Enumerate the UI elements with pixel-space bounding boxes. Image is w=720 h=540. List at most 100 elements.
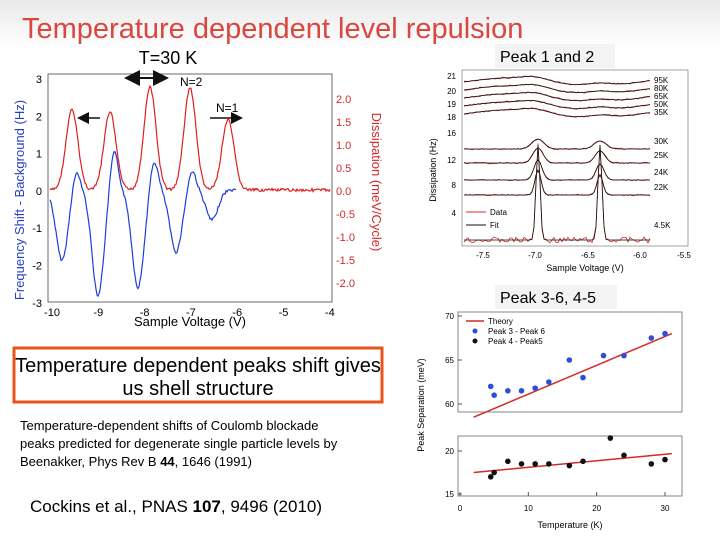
y2-tick-label: -0.5 xyxy=(336,209,355,221)
x-tick-label: -8 xyxy=(140,307,150,319)
y2-tick-label: 1.0 xyxy=(336,140,351,152)
top-right-plot: Peak 1 and 2 Sample Voltage (V) Dissipat… xyxy=(428,44,691,273)
fit xyxy=(463,100,651,109)
data-point xyxy=(662,456,668,463)
data-point xyxy=(580,374,586,381)
y2-tick-label: -1.0 xyxy=(336,232,355,244)
note-ref: Beenakker, Phys Rev B xyxy=(20,454,160,469)
theory-line xyxy=(473,452,672,474)
y-tick-label: 2 xyxy=(36,111,42,123)
y-tick-label: 18 xyxy=(447,113,456,122)
note-volume: 44 xyxy=(160,454,175,469)
x-tick-label: 0 xyxy=(458,504,463,513)
fit xyxy=(463,84,651,93)
data-point xyxy=(621,352,627,359)
annotation: N=2 xyxy=(180,75,203,89)
y-tick-label: -3 xyxy=(32,298,42,310)
y-tick-label: 15 xyxy=(445,490,454,499)
data-point xyxy=(518,388,525,394)
x-tick-label: -6.0 xyxy=(633,251,647,260)
y-tick-label: 3 xyxy=(36,74,42,86)
plot-frame xyxy=(457,311,683,413)
citation-suffix: , 9496 (2010) xyxy=(221,497,322,516)
data-point xyxy=(662,330,668,337)
data-point xyxy=(491,469,497,476)
data-point xyxy=(518,461,525,467)
temperature-label: 4.5K xyxy=(654,221,671,230)
temperature-label: 25K xyxy=(654,151,669,160)
x-tick-label: -7.5 xyxy=(476,251,490,260)
data-point xyxy=(566,357,573,363)
x-tick-label: -10 xyxy=(44,307,60,319)
y-tick-label: 8 xyxy=(452,181,457,190)
legend-swatch xyxy=(472,328,478,334)
x-tick-label: -6 xyxy=(232,307,242,319)
citation: Cockins et al., PNAS 107, 9496 (2010) xyxy=(30,497,322,516)
plot-heading: Peak 3-6, 4-5 xyxy=(500,290,596,307)
note-line: Temperature-dependent shifts of Coulomb … xyxy=(20,418,318,433)
note-line: peaks predicted for degenerate single pa… xyxy=(20,436,338,451)
data-point xyxy=(648,461,655,467)
y-tick-label: 0 xyxy=(36,186,42,198)
x-tick-label: -5.5 xyxy=(677,251,691,260)
y2-tick-label: 2.0 xyxy=(336,94,351,106)
plot-heading: Peak 1 and 2 xyxy=(500,49,594,66)
data-point xyxy=(580,458,586,465)
caption-line: Temperature dependent peaks shift gives xyxy=(15,355,381,377)
data-point xyxy=(505,458,511,465)
y2-tick-label: -2.0 xyxy=(336,278,355,290)
legend-swatch xyxy=(472,338,478,344)
y2-axis-label: Dissipation (meV/Cycle) xyxy=(369,113,384,252)
x-tick-label: -4 xyxy=(325,307,335,319)
legend-label: Fit xyxy=(490,221,500,230)
y-tick-label: 12 xyxy=(447,156,456,165)
data-point xyxy=(621,452,627,459)
annotation: N=1 xyxy=(216,101,239,115)
y-tick-label: 20 xyxy=(445,447,454,456)
data-point xyxy=(505,388,511,394)
note-line: Beenakker, Phys Rev B 44, 1646 (1991) xyxy=(20,454,252,469)
fit xyxy=(464,138,650,150)
legend-label: Theory xyxy=(488,317,513,326)
theory-line xyxy=(473,332,673,418)
legend-label: Data xyxy=(490,208,507,217)
plot-frame xyxy=(461,69,689,247)
x-tick-label: -5 xyxy=(279,307,289,319)
y-tick-label: 60 xyxy=(445,400,454,409)
note-ref: , 1646 (1991) xyxy=(175,454,252,469)
y-axis-label: Frequency Shift - Background (Hz) xyxy=(12,100,27,300)
data-point xyxy=(600,352,607,359)
x-axis-label: Temperature (K) xyxy=(537,520,602,530)
fit xyxy=(464,159,650,181)
x-axis-label: Sample Voltage (V) xyxy=(546,263,624,273)
plot-frame xyxy=(47,73,333,303)
fit xyxy=(463,76,651,85)
caption-box xyxy=(12,346,384,404)
plot-heading: T=30 K xyxy=(139,48,198,68)
fit xyxy=(463,92,651,101)
citation-volume: 107 xyxy=(193,497,221,516)
data-point xyxy=(546,379,552,385)
x-tick-label: -7 xyxy=(186,307,196,319)
trace xyxy=(463,169,651,197)
caption-line: us shell structure xyxy=(122,378,273,400)
y-tick-label: 21 xyxy=(447,72,456,81)
y-axis-label: Peak Separation (meV) xyxy=(416,358,426,452)
trace xyxy=(463,138,651,151)
fit xyxy=(464,144,650,241)
y-tick-label: 70 xyxy=(445,312,454,321)
title-band xyxy=(0,0,720,48)
y-tick-label: 65 xyxy=(445,356,454,365)
fit xyxy=(464,147,650,164)
temperature-label: 24K xyxy=(654,168,669,177)
fit xyxy=(464,168,650,196)
data-point xyxy=(546,461,552,467)
x-axis-label: Sample Voltage (V) xyxy=(134,314,246,329)
trace xyxy=(49,151,236,298)
y-tick-label: -1 xyxy=(32,223,42,235)
y2-tick-label: 0.0 xyxy=(336,186,351,198)
temperature-label: 30K xyxy=(654,137,669,146)
left-plot: T=30 K N=2 N=1 Sample Voltage (V) Freque… xyxy=(12,48,384,329)
legend-label: Peak 4 - Peak5 xyxy=(488,337,543,346)
